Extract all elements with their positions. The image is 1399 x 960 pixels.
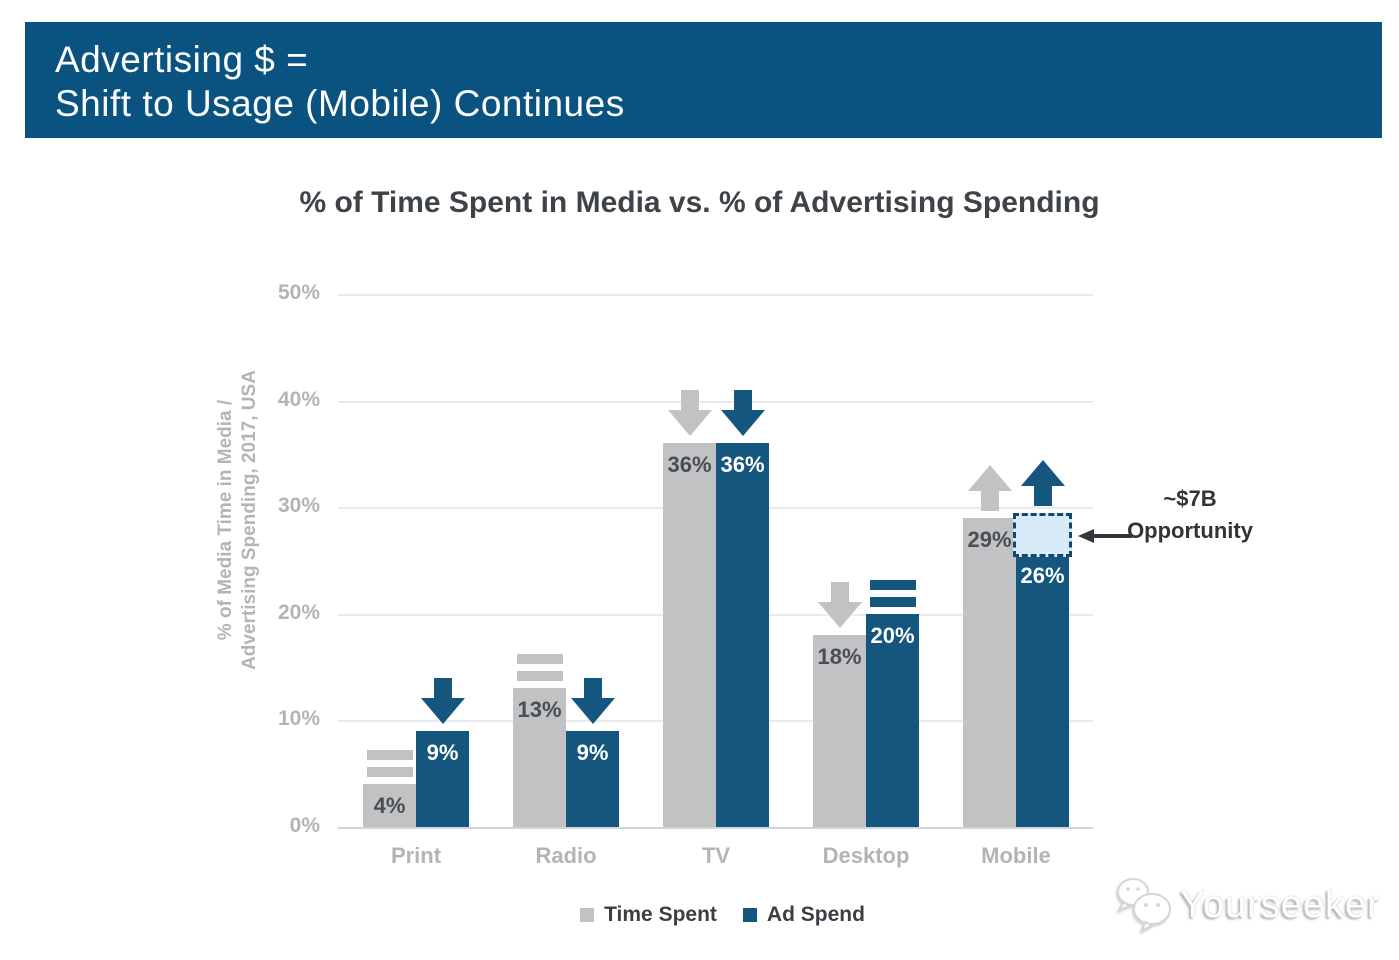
bar-value-label-desktop-ad-spend: 20% — [870, 623, 915, 648]
header-line2: Shift to Usage (Mobile) Continues — [55, 83, 625, 124]
bar-value-label-radio-time-spent: 13% — [517, 697, 562, 722]
gridline-50 — [338, 294, 1093, 296]
y-tick-label: 50% — [277, 281, 320, 304]
legend-label-ad-spend: Ad Spend — [766, 903, 865, 926]
x-category-label: Desktop — [822, 843, 910, 868]
bar-tv-time-spent — [663, 443, 716, 827]
x-category-label: Mobile — [981, 843, 1051, 868]
trend-flat-icon — [870, 580, 916, 607]
bar-value-label-mobile-ad-spend: 26% — [1020, 563, 1065, 588]
trend-down-icon — [421, 678, 465, 724]
opportunity-annotation: ~$7B Opportunity — [1105, 483, 1275, 547]
legend-swatch-ad-spend — [742, 908, 757, 922]
bar-mobile-ad-spend — [1016, 550, 1069, 827]
bar-mobile-time-spent — [963, 518, 1016, 827]
bar-value-label-print-ad-spend: 9% — [426, 740, 459, 765]
trend-down-icon — [668, 390, 712, 436]
y-tick-label: 40% — [277, 388, 320, 411]
x-category-label: Print — [390, 843, 442, 868]
y-axis-title: % of Media Time in Media / Advertising S… — [214, 340, 262, 700]
slide-header: Advertising $ = Shift to Usage (Mobile) … — [25, 22, 1382, 138]
trend-flat-icon — [517, 654, 563, 681]
x-category-label: Radio — [535, 843, 597, 868]
bar-radio-time-spent — [513, 688, 566, 827]
trend-down-icon — [721, 390, 765, 436]
legend-item-ad-spend: Ad Spend — [742, 903, 865, 927]
y-tick-label: 0% — [289, 814, 320, 837]
legend-swatch-time-spent — [580, 908, 595, 922]
trend-down-icon — [571, 678, 615, 724]
opportunity-box — [1013, 513, 1072, 557]
trend-down-icon — [818, 582, 862, 628]
gridline-0 — [338, 827, 1093, 829]
annotation-line2: Opportunity — [1127, 518, 1253, 543]
y-tick-label: 10% — [277, 707, 320, 730]
legend-item-time-spent: Time Spent — [580, 903, 717, 927]
bar-value-label-radio-ad-spend: 9% — [576, 740, 609, 765]
y-axis-title-line2: Advertising Spending, 2017, USA — [239, 370, 260, 670]
y-tick-label: 20% — [277, 601, 320, 624]
bar-print-time-spent — [363, 784, 416, 827]
watermark: Yourseeker — [1112, 874, 1381, 937]
legend-label-time-spent: Time Spent — [604, 903, 717, 926]
bar-tv-ad-spend — [716, 443, 769, 827]
bar-value-label-desktop-time-spent: 18% — [817, 644, 862, 669]
annotation-line1: ~$7B — [1163, 486, 1217, 511]
gridline-40 — [338, 401, 1093, 403]
trend-up-icon — [968, 465, 1012, 511]
legend: Time Spent Ad Spend — [23, 903, 1399, 927]
trend-up-icon — [1021, 460, 1065, 506]
bar-value-label-tv-ad-spend: 36% — [720, 452, 765, 477]
wechat-logo-icon — [1112, 874, 1174, 937]
x-category-label: TV — [701, 843, 731, 868]
bar-value-label-print-time-spent: 4% — [373, 793, 406, 818]
bar-value-label-mobile-time-spent: 29% — [967, 527, 1012, 552]
bar-desktop-time-spent — [813, 635, 866, 827]
bar-radio-ad-spend — [566, 731, 619, 827]
y-tick-label: 30% — [277, 494, 320, 517]
bar-desktop-ad-spend — [866, 614, 919, 827]
bar-print-ad-spend — [416, 731, 469, 827]
trend-flat-icon — [367, 750, 413, 777]
bar-value-label-tv-time-spent: 36% — [667, 452, 712, 477]
annotation-left-arrow-icon — [1076, 528, 1132, 544]
y-axis-title-line1: % of Media Time in Media / — [215, 399, 236, 641]
watermark-text: Yourseeker — [1180, 884, 1381, 926]
header-line1: Advertising $ = — [55, 39, 309, 80]
chart-title: % of Time Spent in Media vs. % of Advert… — [299, 186, 1100, 219]
